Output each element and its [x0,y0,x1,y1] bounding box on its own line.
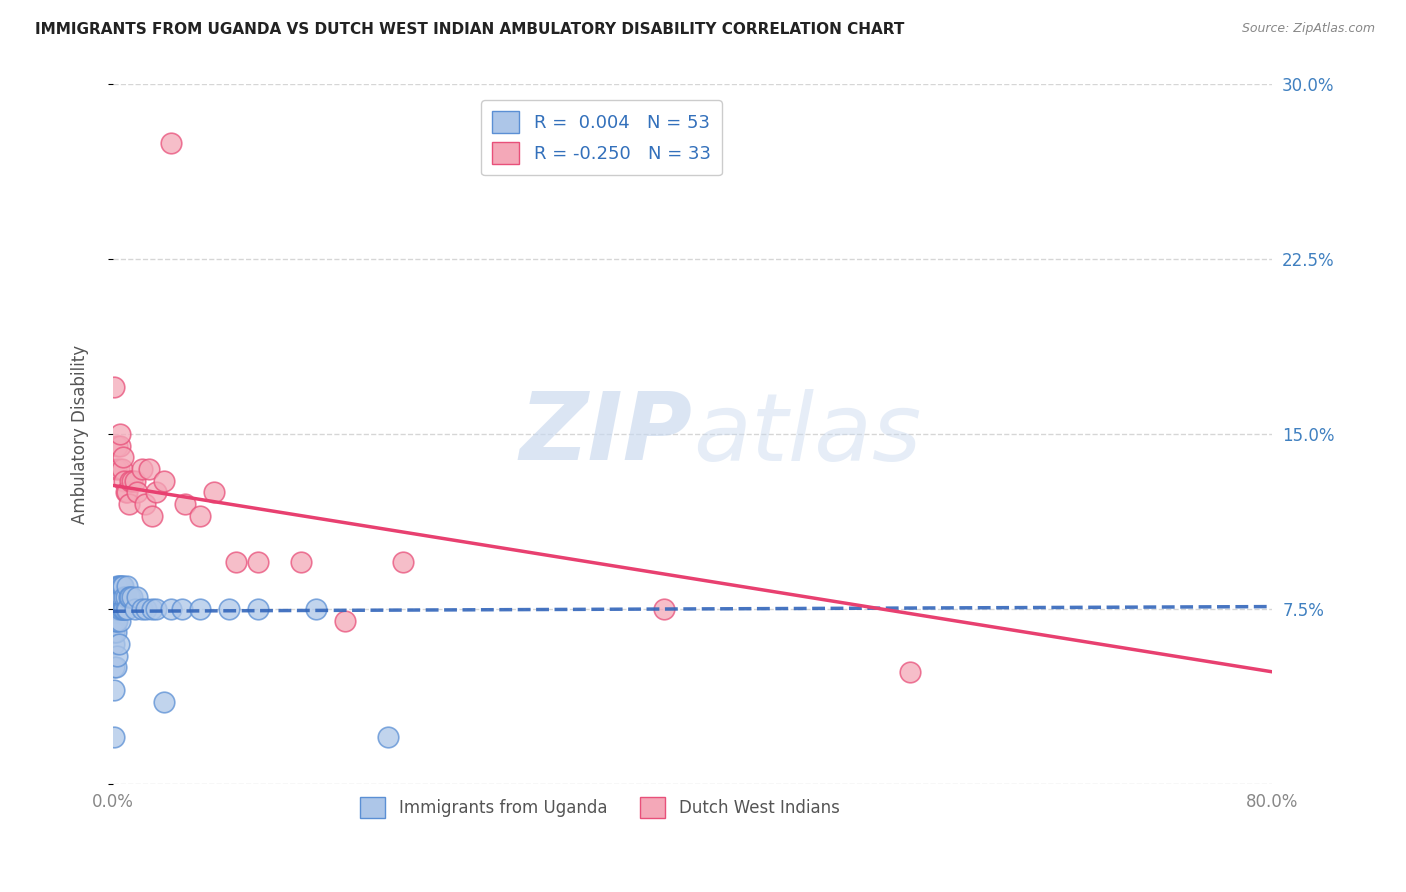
Point [134,497,156,511]
Point [110,591,132,605]
Point [117,579,139,593]
Point [141,602,163,616]
Point [103,591,125,605]
Point [225,555,247,569]
Point [117,602,139,616]
Point [107,591,129,605]
Point [120,474,142,488]
Point [172,602,194,616]
Point [117,485,139,500]
Point [104,591,127,605]
Point [127,485,149,500]
Point [103,614,125,628]
Point [114,602,136,616]
Point [104,614,127,628]
Point [124,474,146,488]
Point [105,614,128,628]
Point [103,730,125,744]
Point [104,625,127,640]
Point [202,485,225,500]
Point [135,602,157,616]
Point [652,602,675,616]
Point [108,439,131,453]
Point [124,602,146,616]
Text: Source: ZipAtlas.com: Source: ZipAtlas.com [1241,22,1375,36]
Point [118,497,141,511]
Point [105,579,128,593]
Point [108,591,131,605]
Point [110,579,132,593]
Point [152,695,174,709]
Point [160,602,183,616]
Point [131,602,153,616]
Point [104,462,127,476]
Point [160,136,183,150]
Point [391,555,413,569]
Point [145,602,167,616]
Point [103,637,125,651]
Point [108,427,131,442]
Point [115,485,138,500]
Point [115,591,138,605]
Point [104,602,127,616]
Point [107,637,129,651]
Point [305,602,328,616]
Point [138,462,160,476]
Point [118,591,141,605]
Point [114,474,136,488]
Legend: Immigrants from Uganda, Dutch West Indians: Immigrants from Uganda, Dutch West India… [353,790,846,824]
Point [103,380,125,394]
Point [103,625,125,640]
Point [110,462,132,476]
Point [290,555,312,569]
Point [103,660,125,674]
Point [108,614,131,628]
Point [377,730,399,744]
Y-axis label: Ambulatory Disability: Ambulatory Disability [72,344,89,524]
Point [107,602,129,616]
Point [121,591,143,605]
Point [333,614,356,628]
Point [121,474,143,488]
Point [246,602,269,616]
Point [115,602,138,616]
Point [111,579,134,593]
Point [174,497,197,511]
Point [188,508,211,523]
Point [141,508,163,523]
Point [103,683,125,698]
Point [105,591,128,605]
Point [152,474,174,488]
Point [107,579,129,593]
Point [104,660,127,674]
Point [108,602,131,616]
Point [105,648,128,663]
Text: atlas: atlas [693,389,921,480]
Point [107,462,129,476]
Text: IMMIGRANTS FROM UGANDA VS DUTCH WEST INDIAN AMBULATORY DISABILITY CORRELATION CH: IMMIGRANTS FROM UGANDA VS DUTCH WEST IND… [35,22,904,37]
Point [188,602,211,616]
Point [110,602,132,616]
Point [114,591,136,605]
Point [898,665,921,679]
Point [111,602,134,616]
Point [131,462,153,476]
Point [108,579,131,593]
Text: ZIP: ZIP [520,388,693,480]
Point [218,602,240,616]
Point [145,485,167,500]
Point [105,439,128,453]
Point [120,591,142,605]
Point [246,555,269,569]
Point [111,450,134,465]
Point [105,602,128,616]
Point [127,591,149,605]
